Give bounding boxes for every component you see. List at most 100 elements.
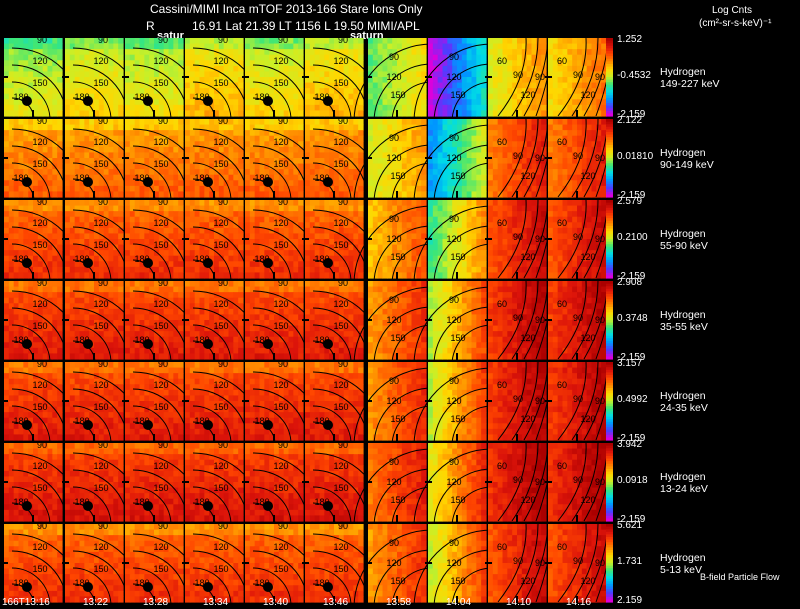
heatmap-pixel — [531, 49, 537, 56]
heatmap-pixel — [572, 77, 578, 84]
heatmap-pixel — [457, 119, 463, 126]
heatmap-pixel — [372, 250, 379, 257]
heatmap-pixel — [324, 266, 330, 274]
heatmap-pixel — [69, 135, 76, 142]
heatmap-pixel — [28, 60, 34, 67]
heatmap-pixel — [23, 124, 29, 131]
heatmap-pixel — [233, 135, 239, 142]
heatmap-pixel — [168, 191, 174, 198]
heatmap-pixel — [428, 174, 434, 181]
heatmap-pixel — [512, 88, 518, 95]
heatmap-pixel — [452, 38, 458, 45]
heatmap-pixel — [283, 272, 290, 279]
heatmap-pixel — [541, 82, 547, 89]
heatmap-pixel — [591, 130, 597, 137]
heatmap-pixel — [94, 227, 100, 235]
heatmap-pixel — [37, 233, 44, 240]
heatmap-pixel — [476, 205, 482, 212]
heatmap-pixel — [249, 244, 256, 251]
heatmap-pixel — [401, 146, 408, 154]
heatmap-pixel — [596, 65, 602, 73]
heatmap-pixel — [406, 77, 413, 84]
heatmap-pixel — [421, 60, 427, 67]
heatmap-pixel — [541, 174, 547, 181]
heatmap-pixel — [548, 152, 554, 159]
heatmap-pixel — [372, 272, 379, 279]
colorbar-segment — [606, 152, 613, 156]
heatmap-pixel — [214, 104, 220, 112]
heatmap-pixel — [129, 266, 136, 274]
heatmap-pixel — [118, 272, 124, 279]
colorbar-segment — [606, 82, 613, 86]
heatmap-pixel — [233, 119, 239, 126]
heatmap-pixel — [42, 88, 49, 95]
heatmap-pixel — [79, 119, 85, 126]
heatmap-pixel — [278, 185, 285, 193]
heatmap-pixel — [125, 191, 131, 198]
heatmap-pixel — [194, 65, 201, 73]
heatmap-pixel — [461, 54, 468, 61]
heatmap-pixel — [471, 135, 477, 142]
heatmap-pixel — [471, 130, 477, 137]
contour-line — [312, 162, 352, 202]
heatmap-pixel — [401, 255, 408, 262]
heatmap-pixel — [52, 233, 58, 240]
contour-label: 90 — [449, 52, 459, 62]
heatmap-pixel — [173, 110, 179, 117]
heatmap-pixel — [541, 99, 547, 106]
heatmap-pixel — [84, 43, 90, 50]
heatmap-pixel — [98, 110, 105, 117]
contour-label: 60 — [497, 137, 507, 147]
heatmap-pixel — [358, 233, 364, 240]
heatmap-pixel — [526, 49, 533, 56]
contour-label: 120 — [333, 56, 348, 66]
heatmap-pixel — [79, 227, 85, 235]
heatmap-pixel — [218, 266, 225, 274]
heatmap-pixel — [442, 191, 448, 198]
heatmap-pixel — [476, 135, 482, 142]
heatmap-pixel — [214, 93, 220, 100]
heatmap-pixel — [65, 146, 71, 154]
heatmap-pixel — [387, 250, 393, 257]
heatmap-pixel — [74, 65, 81, 73]
heatmap-pixel — [189, 255, 196, 262]
heatmap-pixel — [259, 141, 265, 148]
heatmap-pixel — [293, 93, 299, 100]
heatmap-pixel — [353, 88, 359, 95]
heatmap-pixel — [481, 227, 487, 235]
heatmap-pixel — [305, 93, 311, 100]
heatmap-pixel — [305, 255, 311, 262]
heatmap-pixel — [437, 152, 444, 159]
heatmap-pixel — [591, 104, 597, 112]
heatmap-pixel — [298, 216, 304, 223]
heatmap-pixel — [502, 130, 508, 137]
heatmap-pixel — [264, 77, 270, 84]
heatmap-pixel — [319, 174, 325, 181]
heatmap-pixel — [309, 169, 316, 176]
heatmap-pixel — [372, 77, 379, 84]
heatmap-pixel — [139, 169, 145, 176]
heatmap-pixel — [492, 146, 499, 154]
heatmap-pixel — [264, 124, 270, 131]
heatmap-pixel — [387, 104, 393, 112]
colorbar — [606, 38, 613, 117]
colorbar-segment — [606, 191, 613, 195]
heatmap-pixel — [134, 146, 141, 154]
heatmap-pixel — [488, 124, 494, 131]
heatmap-pixel — [185, 60, 191, 67]
heatmap-pixel — [245, 82, 251, 89]
heatmap-pixel — [392, 272, 398, 279]
heatmap-pixel — [52, 77, 58, 84]
heatmap-pixel — [401, 205, 408, 212]
heatmap-pixel — [194, 174, 201, 181]
heatmap-pixel — [512, 141, 518, 148]
heatmap-pixel — [173, 169, 179, 176]
heatmap-pixel — [497, 49, 504, 56]
heatmap-pixel — [421, 38, 427, 45]
heatmap-pixel — [199, 152, 205, 159]
heatmap-pixel — [168, 250, 174, 257]
heatmap-pixel — [377, 174, 384, 181]
heatmap-pixel — [283, 124, 290, 131]
heatmap-pixel — [517, 38, 523, 45]
